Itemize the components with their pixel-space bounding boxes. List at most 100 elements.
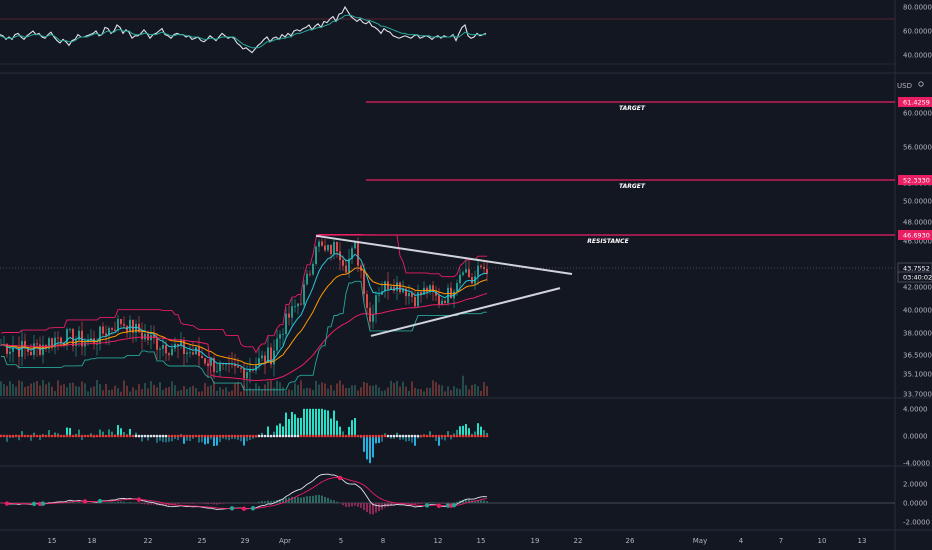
squeeze-dot <box>323 434 327 438</box>
time-tick-label: 4 <box>739 537 744 545</box>
time-tick-label: 12 <box>434 537 443 545</box>
volume-bar <box>213 381 215 396</box>
squeeze-dot <box>473 434 477 438</box>
candle-body <box>396 282 398 291</box>
volume-bar <box>132 387 134 396</box>
squeeze-dot <box>353 434 357 438</box>
squeeze-dot <box>23 434 27 438</box>
candle-body <box>240 367 242 369</box>
candle-body <box>129 319 131 332</box>
volume-bar <box>339 380 341 396</box>
squeeze-dot <box>203 434 207 438</box>
volume-bar <box>462 375 464 396</box>
squeeze-dot <box>185 434 189 438</box>
volume-bar <box>219 387 221 396</box>
volume-bar <box>477 386 479 396</box>
momentum-bar <box>117 425 119 436</box>
momentum-bar <box>162 436 164 443</box>
candle-body <box>273 350 275 365</box>
volume-bar <box>63 384 65 396</box>
momentum-bar <box>276 425 278 436</box>
volume-bar <box>138 384 140 396</box>
volume-bar <box>42 380 44 396</box>
squeeze-dot <box>257 434 261 438</box>
momentum-bar <box>189 436 191 441</box>
volume-bar <box>108 389 110 396</box>
momentum-bar <box>147 436 149 441</box>
volume-bar <box>195 388 197 396</box>
price-tag-label: 46.6930 <box>903 232 930 240</box>
macd-cross-dot <box>229 506 235 511</box>
squeeze-dot <box>74 434 78 438</box>
momentum-bar <box>414 436 416 446</box>
momentum-bar <box>111 431 113 436</box>
candle-body <box>228 363 230 365</box>
settings-icon[interactable] <box>918 81 924 87</box>
volume-bar <box>228 391 230 396</box>
momentum-bar <box>30 436 32 441</box>
momentum-bar <box>294 414 296 436</box>
volume-bar <box>144 383 146 396</box>
volume-bar <box>396 380 398 396</box>
momentum-bar <box>231 436 233 440</box>
macd-histogram-bar <box>267 500 269 503</box>
squeeze-dot <box>83 434 87 438</box>
volume-bar <box>483 381 485 396</box>
macd-histogram-bar <box>27 503 29 504</box>
ma-mid-line <box>0 267 488 366</box>
macd-histogram-bar <box>150 503 152 505</box>
volume-bar <box>456 388 458 396</box>
momentum-bar <box>333 410 335 436</box>
momentum-bar <box>252 436 254 439</box>
volume-bar <box>357 390 359 396</box>
macd-histogram-bar <box>87 503 89 504</box>
macd-histogram-bar <box>228 503 230 504</box>
axis-tick-label: 50.0000 <box>903 198 932 206</box>
volume-bar <box>288 389 290 396</box>
volume-bar <box>372 385 374 396</box>
macd-histogram-bar <box>123 501 125 503</box>
macd-cross-dot <box>241 506 247 511</box>
macd-histogram-bar <box>474 500 476 503</box>
squeeze-dot <box>53 434 57 438</box>
macd-histogram-bar <box>153 503 155 505</box>
squeeze-dot <box>14 434 18 438</box>
macd-histogram-bar <box>72 502 74 503</box>
squeeze-dot <box>380 434 384 438</box>
momentum-bar <box>477 423 479 436</box>
macd-histogram-bar <box>435 502 437 504</box>
candle-body <box>63 342 65 346</box>
candle-body <box>444 300 446 304</box>
squeeze-dot <box>341 434 345 438</box>
macd-histogram-bar <box>264 501 266 503</box>
macd-histogram-bar <box>171 503 173 506</box>
volume-bar <box>411 381 413 396</box>
momentum-bar <box>174 436 176 440</box>
macd-cross-dot <box>451 502 457 508</box>
macd-histogram-bar <box>198 503 200 504</box>
squeeze-dot <box>428 434 432 438</box>
volume-bar <box>351 385 353 396</box>
candle-body <box>438 295 440 305</box>
macd-histogram-bar <box>225 503 227 504</box>
macd-histogram-bar <box>126 502 128 503</box>
squeeze-dot <box>272 434 276 438</box>
momentum-bar <box>339 426 341 436</box>
candle-body <box>27 347 29 352</box>
time-tick-label: 15 <box>48 537 57 545</box>
momentum-bar <box>279 423 281 436</box>
momentum-bar <box>267 426 269 436</box>
squeeze-dot <box>407 434 411 438</box>
candle-body <box>30 351 32 356</box>
momentum-bar <box>249 436 251 440</box>
macd-histogram-bar <box>219 503 221 505</box>
squeeze-dot <box>440 434 444 438</box>
volume-bar <box>273 387 275 396</box>
time-tick-label: 22 <box>574 537 583 545</box>
squeeze-dot <box>260 434 264 438</box>
squeeze-dot <box>347 434 351 438</box>
time-tick-label: 26 <box>626 537 635 545</box>
macd-histogram-bar <box>105 502 107 504</box>
candle-body <box>375 295 377 315</box>
